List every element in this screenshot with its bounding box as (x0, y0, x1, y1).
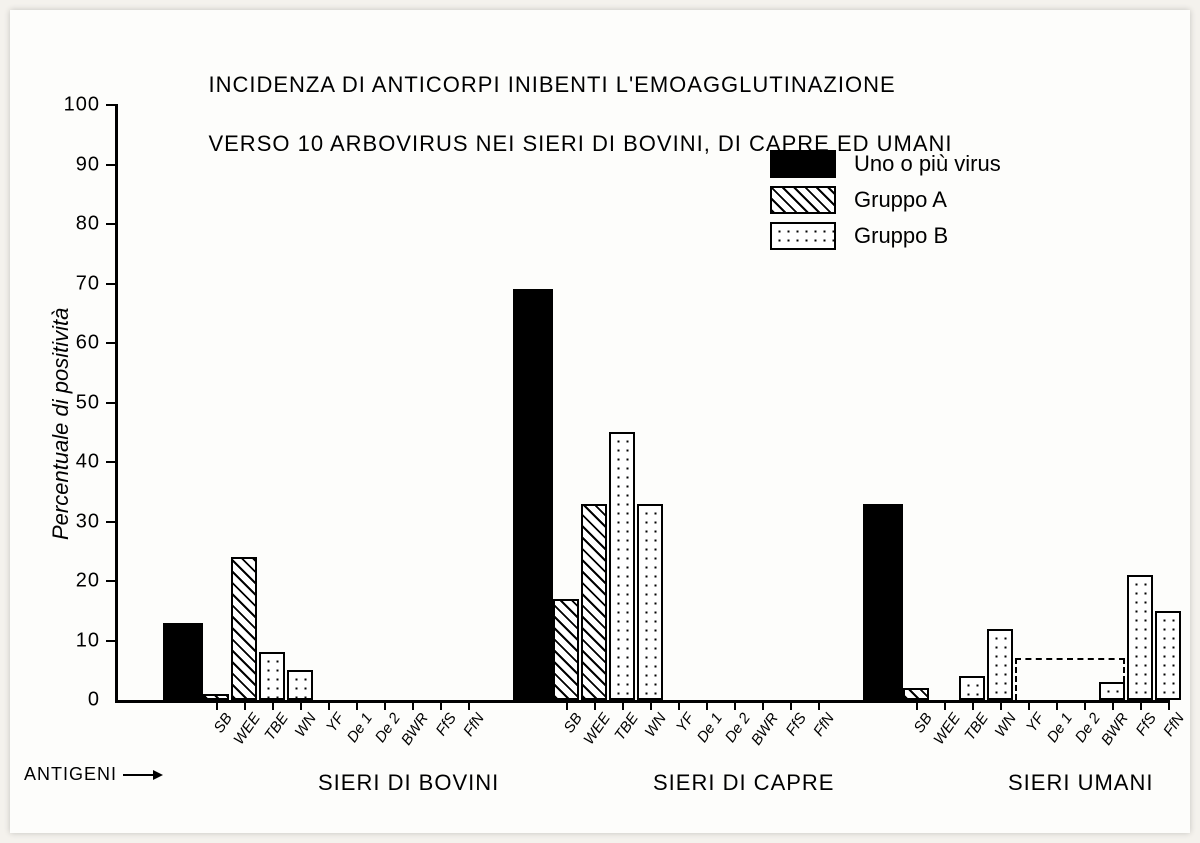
legend-swatch (770, 150, 836, 178)
y-tick-label: 50 (76, 391, 100, 414)
x-tick (272, 700, 274, 710)
group-label: SIERI DI BOVINI (318, 770, 499, 796)
y-tick (106, 402, 118, 404)
legend-swatch (770, 186, 836, 214)
chart-frame: INCIDENZA DI ANTICORPI INIBENTI L'EMOAGG… (10, 10, 1190, 833)
x-tick (566, 700, 568, 710)
y-tick (106, 580, 118, 582)
x-tick (412, 700, 414, 710)
data-bar (637, 504, 663, 700)
data-bar (259, 652, 285, 700)
y-tick (106, 461, 118, 463)
data-bar (959, 676, 985, 700)
x-tick (678, 700, 680, 710)
x-tick (1112, 700, 1114, 710)
y-tick-label: 70 (76, 272, 100, 295)
y-tick-label: 10 (76, 629, 100, 652)
legend-swatch (770, 222, 836, 250)
data-bar (231, 557, 257, 700)
x-tick (594, 700, 596, 710)
x-tick (1140, 700, 1142, 710)
title-line-1: INCIDENZA DI ANTICORPI INIBENTI L'EMOAGG… (208, 72, 895, 97)
y-tick (106, 104, 118, 106)
x-tick-label: FfN (474, 690, 502, 720)
x-tick (706, 700, 708, 710)
summary-bar (863, 504, 903, 700)
plot-area: 0102030405060708090100SBWEETBEWNYFDe 1De… (115, 105, 1168, 703)
data-bar (609, 432, 635, 700)
y-tick (106, 223, 118, 225)
data-bar (1155, 611, 1181, 700)
x-tick (1028, 700, 1030, 710)
summary-bar (163, 623, 203, 700)
x-tick (468, 700, 470, 710)
legend: Uno o più virus Gruppo A Gruppo B (770, 150, 1001, 258)
y-tick-label: 60 (76, 332, 100, 355)
x-tick (916, 700, 918, 710)
x-tick (734, 700, 736, 710)
legend-item: Gruppo A (770, 186, 1001, 214)
group-label: SIERI UMANI (1008, 770, 1153, 796)
data-bar (903, 688, 929, 700)
legend-label: Gruppo B (854, 223, 948, 249)
x-tick (356, 700, 358, 710)
legend-item: Uno o più virus (770, 150, 1001, 178)
x-tick (216, 700, 218, 710)
legend-label: Uno o più virus (854, 151, 1001, 177)
y-tick (106, 640, 118, 642)
x-tick (300, 700, 302, 710)
x-tick (1056, 700, 1058, 710)
y-tick-label: 40 (76, 451, 100, 474)
antigeni-label: ANTIGENI (24, 764, 163, 786)
y-tick-label: 20 (76, 570, 100, 593)
y-tick-label: 90 (76, 153, 100, 176)
dashed-region (1015, 658, 1125, 700)
legend-item: Gruppo B (770, 222, 1001, 250)
data-bar (1127, 575, 1153, 700)
data-bar (581, 504, 607, 700)
x-tick (1084, 700, 1086, 710)
x-tick (818, 700, 820, 710)
x-tick (650, 700, 652, 710)
legend-label: Gruppo A (854, 187, 947, 213)
x-tick (1000, 700, 1002, 710)
y-tick-label: 30 (76, 510, 100, 533)
y-tick-label: 100 (64, 94, 100, 117)
y-tick-label: 0 (88, 689, 100, 712)
antigeni-text: ANTIGENI (24, 764, 117, 784)
x-tick (244, 700, 246, 710)
x-tick (1168, 700, 1170, 710)
y-tick (106, 164, 118, 166)
x-tick (440, 700, 442, 710)
y-tick (106, 283, 118, 285)
arrow-right-icon (123, 765, 163, 786)
x-tick (622, 700, 624, 710)
y-tick (106, 521, 118, 523)
x-tick (790, 700, 792, 710)
y-tick (106, 342, 118, 344)
x-tick (944, 700, 946, 710)
x-tick (762, 700, 764, 710)
x-tick (384, 700, 386, 710)
x-tick (972, 700, 974, 710)
x-tick (328, 700, 330, 710)
y-axis-label: Percentuale di positività (48, 308, 74, 540)
group-label: SIERI DI CAPRE (653, 770, 834, 796)
y-tick-label: 80 (76, 213, 100, 236)
data-bar (287, 670, 313, 700)
data-bar (987, 629, 1013, 700)
summary-bar (513, 289, 553, 700)
x-tick-label: FfN (824, 690, 852, 720)
data-bar (553, 599, 579, 700)
